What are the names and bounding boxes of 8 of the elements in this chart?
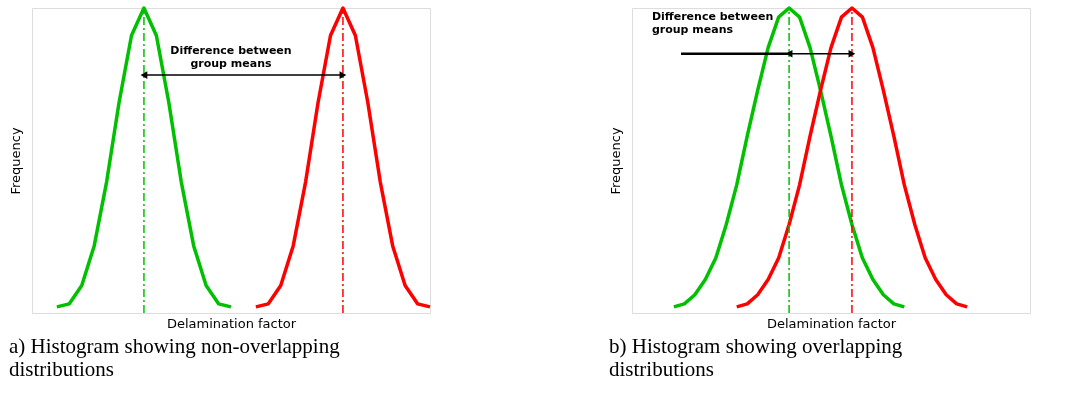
x-axis-title: Delamination factor — [766, 315, 897, 331]
text: b) Histogram showing overlapping distributions — [609, 334, 903, 381]
y-axis-title: Frequency — [607, 127, 623, 195]
x-axis-title: Delamination factor — [166, 315, 297, 331]
annotation: Difference between group means — [651, 10, 774, 37]
text: a) Histogram showing non-overlapping distributions — [9, 334, 341, 381]
y-axis-title: Frequency — [7, 127, 23, 195]
annotation: Difference between group means — [170, 43, 292, 70]
